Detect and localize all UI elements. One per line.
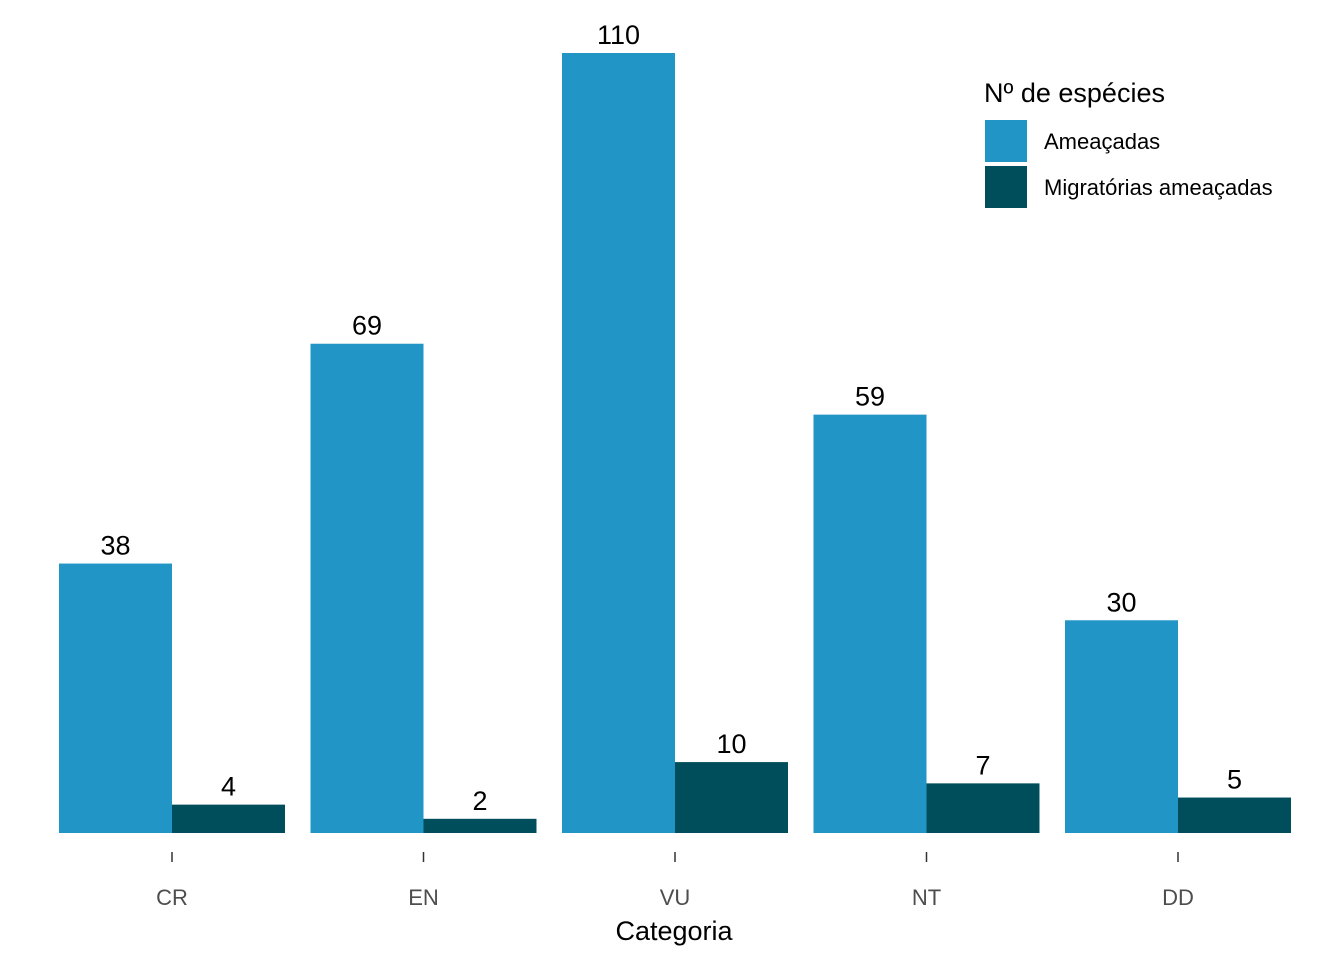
x-axis-title: Categoria: [615, 916, 733, 946]
bar-en-series-1: [423, 818, 537, 833]
x-axis: CR EN VU NT DD: [156, 852, 1194, 910]
bar-cr-series-0: [59, 563, 172, 833]
bar-vu-series-1: [675, 762, 788, 833]
legend-items: Ameaçadas Migratórias ameaçadas: [985, 120, 1273, 208]
bar-vu-series-0: [562, 53, 675, 833]
data-label-vu-series-0: 110: [597, 20, 640, 50]
bar-nt-series-0: [813, 414, 927, 833]
legend-title: Nº de espécies: [984, 78, 1165, 108]
data-label-vu-series-1: 10: [716, 729, 746, 759]
data-label-en-series-0: 69: [352, 311, 382, 341]
data-label-nt-series-1: 7: [975, 750, 990, 780]
bar-dd-series-0: [1065, 620, 1178, 833]
data-label-dd-series-0: 30: [1106, 587, 1136, 617]
x-tick-label-en: EN: [408, 885, 439, 910]
legend: Nº de espécies Ameaçadas Migratórias amea…: [984, 78, 1273, 208]
legend-label-series-1: Migratórias ameaçadas: [1044, 175, 1273, 200]
bar-dd-series-1: [1178, 797, 1291, 833]
x-tick-label-nt: NT: [912, 885, 941, 910]
legend-key-series-0: [985, 120, 1027, 162]
legend-key-series-1: [985, 166, 1027, 208]
x-tick-label-cr: CR: [156, 885, 188, 910]
x-tick-label-vu: VU: [660, 885, 691, 910]
data-label-cr-series-1: 4: [221, 772, 236, 802]
bars-layer: 38 4 69 2 110 10 59 7 30 5: [59, 20, 1291, 833]
data-label-nt-series-0: 59: [855, 382, 885, 412]
bar-nt-series-1: [926, 783, 1040, 833]
legend-label-series-0: Ameaçadas: [1044, 129, 1160, 154]
data-label-dd-series-1: 5: [1227, 765, 1242, 795]
bar-en-series-0: [310, 343, 424, 833]
data-label-en-series-1: 2: [472, 786, 487, 816]
bar-cr-series-1: [172, 804, 285, 833]
data-label-cr-series-0: 38: [100, 531, 130, 561]
x-tick-label-dd: DD: [1162, 885, 1194, 910]
